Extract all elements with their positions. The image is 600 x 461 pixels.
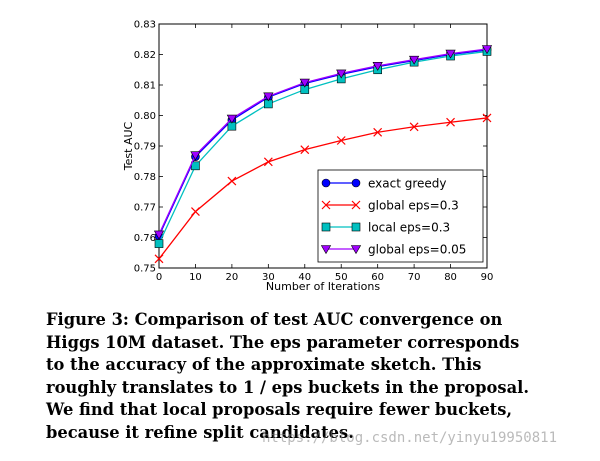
series-line [158, 50, 488, 244]
data-point [227, 176, 237, 186]
x-tick-label: 90 [481, 272, 494, 283]
data-point [336, 136, 346, 145]
legend-label: exact greedy [368, 177, 447, 191]
data-point [154, 239, 164, 248]
legend-marker [351, 200, 361, 210]
data-point [373, 127, 383, 137]
data-point [226, 114, 238, 124]
x-tick-label: 10 [189, 272, 202, 283]
watermark: https://blog.csdn.net/yinyu19950811 [262, 430, 558, 446]
legend-label: local eps=0.3 [368, 221, 450, 235]
x-tick-label: 50 [335, 272, 348, 283]
legend-marker [320, 245, 332, 255]
series-line [158, 117, 488, 260]
y-tick-label: 0.79 [134, 142, 156, 153]
data-point [190, 151, 201, 161]
series-line [158, 49, 488, 237]
y-tick-label: 0.82 [134, 50, 156, 61]
y-tick-label: 0.78 [134, 172, 156, 183]
x-tick-label: 70 [408, 272, 421, 283]
y-tick-label: 0.83 [134, 20, 156, 31]
y-tick-label: 0.77 [134, 203, 156, 214]
data-point [263, 92, 274, 102]
x-tick-label: 60 [371, 272, 384, 283]
caption-line: because it refine split candidates. [46, 422, 354, 442]
x-tick-label: 20 [226, 272, 239, 283]
y-axis-label: Test AUC [122, 121, 135, 171]
x-tick-label: 30 [262, 272, 275, 283]
data-point [482, 113, 492, 123]
legend-marker [350, 245, 362, 255]
legend-marker [351, 222, 361, 232]
x-tick-label: 0 [156, 272, 162, 283]
caption-line: Higgs 10M dataset. The eps parameter cor… [46, 332, 520, 352]
x-axis-label: Number of Iterations [266, 280, 380, 293]
data-point [409, 122, 419, 132]
data-point [263, 157, 273, 167]
x-tick-label: 40 [298, 272, 311, 283]
data-point [191, 161, 200, 171]
legend-box [317, 169, 484, 263]
caption-line: We find that local proposals require few… [46, 400, 513, 419]
legend-label: global eps=0.3 [368, 199, 459, 213]
legend-marker [321, 222, 331, 232]
data-point [481, 45, 493, 55]
y-tick-label: 0.76 [134, 233, 156, 244]
data-point [372, 61, 383, 71]
data-point [299, 78, 310, 88]
data-point [445, 49, 456, 59]
legend-marker [351, 178, 361, 188]
data-point [446, 117, 455, 127]
data-point [191, 207, 200, 216]
legend-label: global eps=0.05 [368, 243, 466, 257]
y-tick-label: 0.75 [134, 264, 156, 275]
data-point [408, 55, 420, 65]
caption-line: roughly translates to 1 / eps buckets in… [46, 377, 529, 397]
data-point [154, 254, 164, 264]
data-point [336, 69, 347, 79]
legend-marker [321, 200, 331, 210]
series-line [158, 48, 488, 235]
y-tick-label: 0.81 [134, 81, 156, 92]
data-point [153, 230, 165, 240]
x-tick-label: 80 [444, 272, 457, 283]
auc-chart: 0.75 0.76 0.77 0.78 0.79 0.80 0.81 0.82 0.83 0 10 2… [122, 20, 494, 294]
caption-line: Figure 3: Comparison of test AUC converg… [46, 310, 503, 329]
y-tick-label: 0.80 [134, 111, 156, 122]
caption-line: to the accuracy of the approximate sketc… [46, 355, 482, 374]
legend-marker [321, 178, 331, 188]
data-point [300, 145, 310, 155]
figure-caption: Figure 3: Comparison of test AUC converg… [46, 309, 576, 444]
